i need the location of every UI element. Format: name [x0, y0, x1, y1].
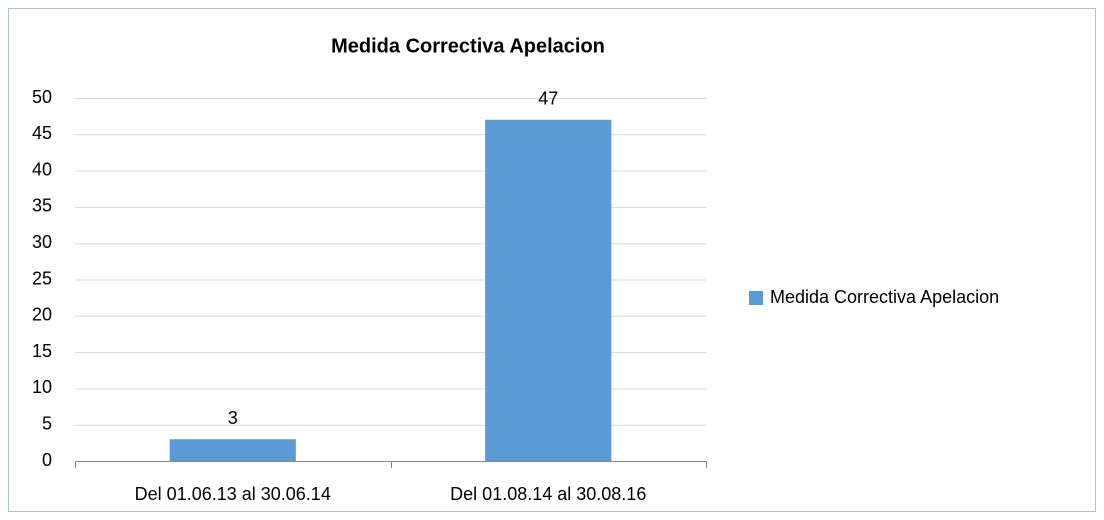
y-tick-label: 40: [32, 159, 52, 179]
data-label: 3: [228, 408, 238, 428]
chart-title: Medida Correctiva Apelacion: [331, 35, 605, 57]
data-label: 47: [538, 89, 558, 109]
x-tick-label: Del 01.08.14 al 30.08.16: [450, 484, 646, 504]
y-tick-label: 50: [32, 87, 52, 107]
x-tick-label: Del 01.06.13 al 30.06.14: [135, 484, 331, 504]
legend-swatch: [749, 291, 763, 305]
y-tick-label: 45: [32, 123, 52, 143]
legend-label: Medida Correctiva Apelacion: [770, 287, 999, 307]
y-tick-label: 0: [42, 450, 52, 470]
bar: [169, 439, 296, 461]
y-tick-label: 15: [32, 341, 52, 361]
y-tick-label: 20: [32, 305, 52, 325]
y-tick-label: 30: [32, 232, 52, 252]
y-tick-label: 10: [32, 377, 52, 397]
y-tick-label: 25: [32, 268, 52, 288]
y-tick-label: 35: [32, 196, 52, 216]
y-tick-label: 5: [42, 413, 52, 433]
bar: [485, 119, 612, 461]
